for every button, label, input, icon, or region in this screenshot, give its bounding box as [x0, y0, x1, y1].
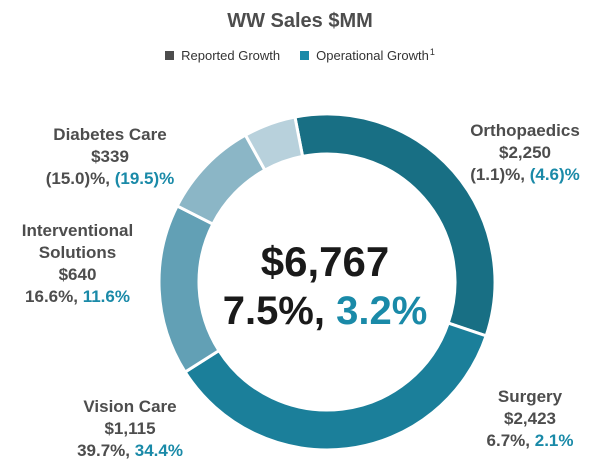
- operational-growth: 2.1%: [534, 431, 574, 450]
- segment-growth: (1.1)%, (4.6)%: [455, 164, 595, 186]
- operational-growth: 34.4%: [134, 441, 183, 460]
- center-growth: 7.5%, 3.2%: [215, 286, 435, 336]
- donut-segment-surgery: [183, 321, 489, 452]
- segment-name: Interventional Solutions: [21, 221, 134, 262]
- footnote-marker: 1: [429, 47, 435, 57]
- chart-title: WW Sales $MM: [227, 10, 373, 32]
- label-surgery: Surgery $2,423 6.7%, 2.1%: [475, 386, 585, 452]
- legend-swatch-reported: [165, 51, 175, 60]
- legend-label-operational: Operational Growth1: [316, 47, 435, 63]
- segment-value: $1,115: [104, 419, 156, 438]
- segment-growth: 6.7%, 2.1%: [475, 430, 585, 452]
- segment-growth: (15.0)%, (19.5)%: [35, 168, 185, 190]
- reported-growth: 16.6%,: [25, 287, 78, 306]
- legend-item-operational: Operational Growth1: [300, 47, 435, 63]
- reported-growth: (1.1)%,: [470, 165, 525, 184]
- label-diabetes-care: Diabetes Care $339 (15.0)%, (19.5)%: [35, 124, 185, 190]
- reported-growth: 6.7%,: [486, 431, 530, 450]
- segment-growth: 39.7%, 34.4%: [55, 440, 205, 462]
- legend-swatch-operational: [300, 51, 310, 60]
- reported-growth: (15.0)%,: [45, 169, 110, 188]
- label-interventional-solutions: Interventional Solutions $640 16.6%, 11.…: [5, 220, 150, 308]
- segment-name: Diabetes Care: [53, 125, 167, 144]
- operational-growth: 11.6%: [82, 287, 130, 306]
- segment-value: $2,250: [499, 143, 551, 162]
- legend: Reported Growth Operational Growth1: [0, 47, 600, 63]
- segment-name: Vision Care: [83, 397, 177, 416]
- center-operational-growth: 3.2%: [336, 289, 428, 333]
- operational-growth: (19.5)%: [114, 169, 175, 188]
- segment-name: Surgery: [497, 387, 563, 406]
- operational-growth: (4.6)%: [529, 165, 580, 184]
- segment-value: $640: [58, 265, 97, 284]
- donut-segment-diabetes-care: [243, 115, 305, 173]
- legend-item-reported: Reported Growth: [165, 48, 280, 63]
- segment-name: Orthopaedics: [470, 121, 580, 140]
- center-reported-growth: 7.5%,: [222, 289, 325, 333]
- donut-segment-vision-care: [157, 203, 221, 375]
- segment-value: $339: [91, 147, 129, 166]
- reported-growth: 39.7%,: [77, 441, 130, 460]
- label-vision-care: Vision Care $1,115 39.7%, 34.4%: [55, 396, 205, 462]
- center-total: $6,767: [260, 238, 390, 285]
- segment-growth: 16.6%, 11.6%: [5, 286, 150, 308]
- segment-value: $2,423: [504, 409, 556, 428]
- legend-label-reported: Reported Growth: [181, 48, 281, 63]
- center-summary: $6,767 7.5%, 3.2%: [215, 238, 435, 336]
- label-orthopaedics: Orthopaedics $2,250 (1.1)%, (4.6)%: [455, 120, 595, 186]
